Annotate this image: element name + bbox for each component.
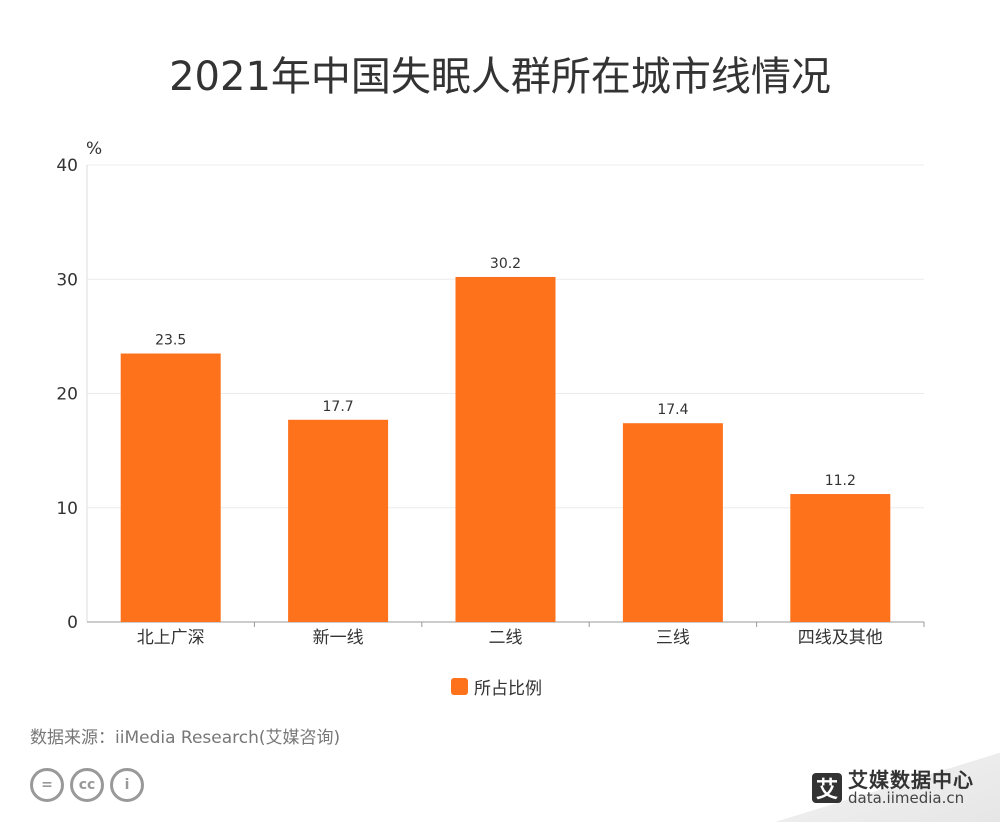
person-icon: i — [110, 768, 144, 802]
data-label: 30.2 — [490, 256, 521, 272]
bar — [455, 276, 556, 622]
bar — [288, 419, 389, 622]
chart-title: 2021年中国失眠人群所在城市线情况 — [169, 54, 831, 100]
data-label: 23.5 — [155, 333, 186, 349]
equals-icon: = — [30, 768, 64, 802]
logo-mark-icon: 艾 — [812, 773, 842, 804]
logo-name: 艾媒数据中心 — [848, 768, 974, 792]
y-tick-label: 20 — [56, 385, 78, 405]
license-icons: = cc i — [30, 768, 150, 802]
source-note: 数据来源：iiMedia Research(艾媒咨询) — [30, 728, 341, 748]
y-tick-label: 10 — [56, 499, 78, 519]
data-label: 11.2 — [825, 473, 856, 489]
brand-logo: 艾 艾媒数据中心 data.iimedia.cn — [812, 770, 974, 807]
y-tick-label: 40 — [56, 156, 78, 176]
category-label: 三线 — [656, 628, 690, 648]
y-axis-unit: % — [86, 139, 102, 159]
legend[interactable]: 所占比例 — [451, 675, 542, 699]
bar — [790, 494, 891, 622]
logo-url: data.iimedia.cn — [848, 789, 965, 807]
category-label: 四线及其他 — [798, 628, 883, 648]
data-label: 17.7 — [323, 399, 354, 415]
y-tick-label: 0 — [67, 613, 78, 633]
y-tick-label: 30 — [56, 270, 78, 290]
legend-swatch — [451, 677, 468, 695]
legend-label: 所占比例 — [474, 678, 542, 699]
bar — [622, 423, 723, 622]
category-label: 二线 — [489, 628, 523, 648]
bar — [120, 353, 221, 622]
data-label: 17.4 — [657, 402, 688, 418]
cc-icon: cc — [70, 768, 104, 802]
category-label: 新一线 — [313, 628, 364, 648]
category-label: 北上广深 — [137, 628, 205, 648]
